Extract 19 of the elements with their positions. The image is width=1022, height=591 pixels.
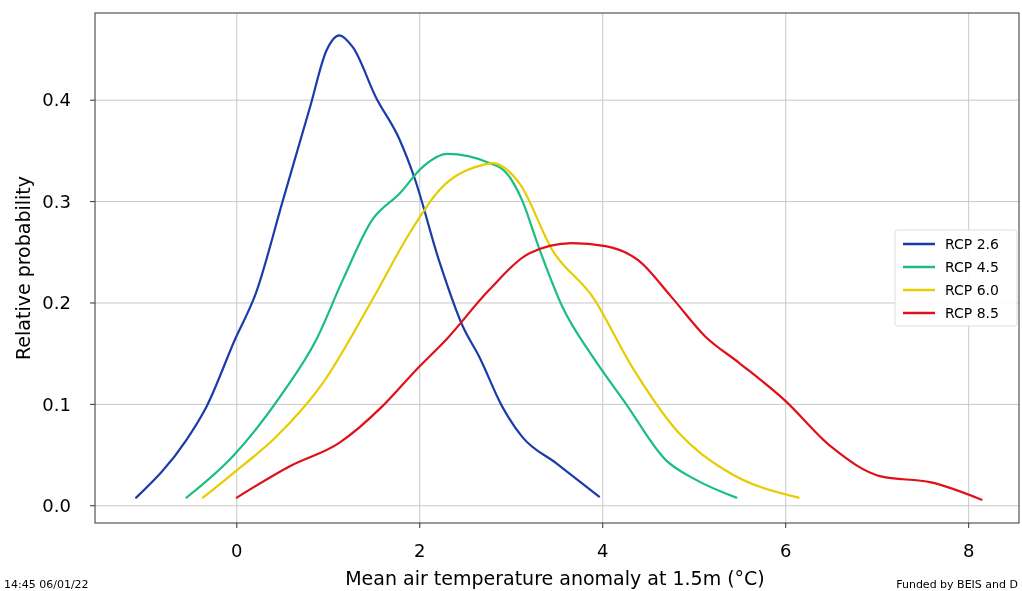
line-series: [135, 34, 601, 499]
text: Funded by BEIS and D: [896, 578, 1018, 591]
y-axis-title: Relative probability: [12, 175, 34, 361]
x-tick-label: 8: [962, 540, 975, 561]
text: 14:45 06/01/22: [4, 578, 89, 591]
x-axis-title: Mean air temperature anomaly at 1.5m (°C): [345, 567, 765, 589]
x-tick-label: 2: [414, 540, 426, 561]
legend-label: RCP 6.0: [945, 281, 999, 298]
x-tick-label: 0: [231, 540, 243, 561]
legend-label: RCP 4.5: [945, 258, 999, 275]
legend-label: RCP 2.6: [945, 235, 1000, 252]
y-tick-label: 0.2: [42, 292, 71, 314]
y-tick-label: 0.1: [42, 393, 71, 415]
x-tick-label: 4: [597, 540, 609, 561]
legend-label: RCP 8.5: [945, 304, 999, 321]
y-tick-label: 0.3: [42, 190, 71, 212]
x-tick-label: 6: [779, 540, 792, 561]
y-tick-label: 0.4: [42, 89, 71, 111]
y-tick-label: 0.0: [42, 495, 71, 517]
